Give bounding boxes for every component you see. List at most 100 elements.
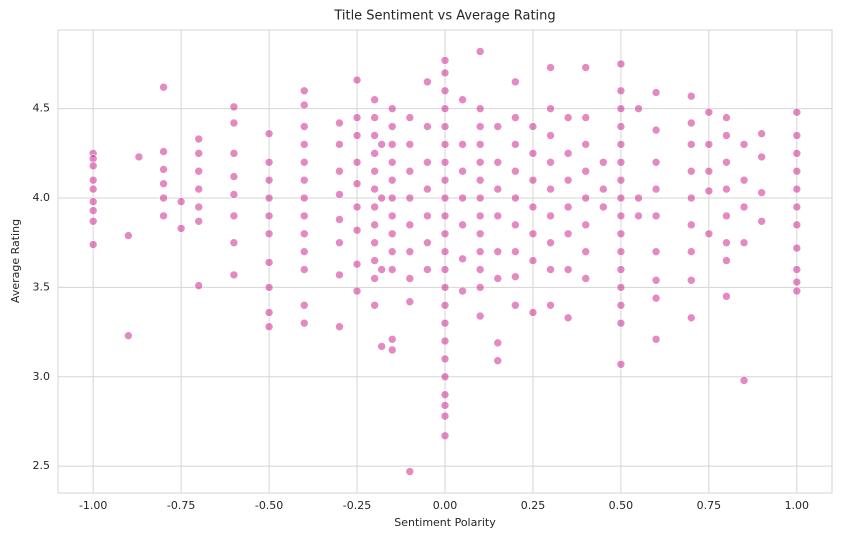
point — [563, 229, 573, 239]
point — [493, 184, 503, 194]
point — [792, 277, 802, 287]
point — [792, 166, 802, 176]
point — [440, 157, 450, 167]
point — [440, 229, 450, 239]
point — [475, 311, 485, 321]
point — [423, 211, 432, 221]
point — [352, 179, 362, 189]
point — [264, 283, 274, 292]
point — [440, 336, 450, 346]
point — [616, 104, 626, 113]
point — [440, 104, 450, 113]
point — [599, 157, 608, 167]
point — [686, 166, 696, 176]
point — [405, 274, 415, 283]
point — [352, 259, 362, 269]
point — [229, 118, 239, 128]
point — [229, 211, 239, 221]
point — [440, 265, 450, 274]
point — [88, 240, 98, 249]
point — [377, 342, 386, 351]
x-tick-label: -0.75 — [167, 499, 195, 512]
point — [440, 401, 450, 410]
point — [493, 211, 503, 221]
point — [651, 293, 661, 303]
point — [335, 118, 344, 128]
point — [581, 113, 591, 122]
point — [405, 297, 415, 307]
point — [511, 166, 520, 176]
point — [264, 322, 274, 332]
point — [387, 345, 397, 355]
x-tick-label: 0.00 — [433, 499, 458, 512]
point — [546, 104, 555, 113]
point — [423, 238, 432, 248]
point — [440, 283, 450, 292]
point — [616, 140, 626, 149]
point — [124, 231, 133, 240]
point — [563, 313, 573, 323]
point — [229, 270, 239, 280]
point — [651, 247, 661, 256]
point — [739, 140, 749, 149]
point — [299, 100, 309, 110]
point — [299, 140, 309, 149]
point — [88, 197, 98, 206]
point — [387, 175, 397, 185]
point — [440, 372, 450, 382]
point — [458, 193, 467, 203]
point — [264, 308, 274, 317]
point — [616, 175, 626, 185]
point — [176, 197, 186, 206]
point — [159, 147, 168, 156]
x-tick-label: -1.00 — [79, 499, 107, 512]
point — [159, 193, 168, 203]
point — [722, 292, 731, 301]
point — [563, 149, 573, 158]
point — [686, 313, 696, 323]
point — [493, 122, 503, 131]
point — [440, 247, 450, 256]
point — [599, 202, 608, 212]
point — [651, 157, 661, 167]
point — [563, 265, 573, 274]
y-tick-label: 4.0 — [33, 191, 51, 204]
point — [722, 211, 731, 221]
y-axis-label: Average Rating — [9, 219, 22, 303]
point — [546, 265, 555, 274]
point — [739, 238, 749, 248]
point — [370, 274, 379, 283]
x-tick-label: 0.50 — [609, 499, 634, 512]
y-tick-label: 3.5 — [33, 280, 51, 293]
point — [370, 220, 379, 230]
point — [704, 229, 714, 239]
point — [546, 131, 555, 140]
point — [792, 202, 802, 212]
point — [475, 122, 485, 131]
point — [739, 202, 749, 212]
point — [370, 113, 379, 122]
point — [475, 229, 485, 239]
point — [458, 140, 467, 149]
point — [405, 220, 415, 230]
point — [493, 356, 503, 366]
point — [387, 334, 397, 344]
point — [704, 140, 714, 149]
point — [563, 113, 573, 122]
point — [159, 82, 168, 92]
point — [370, 166, 379, 176]
point — [634, 211, 643, 221]
point — [335, 140, 344, 149]
point — [546, 157, 555, 167]
point — [581, 140, 591, 149]
x-tick-label: 1.00 — [785, 499, 810, 512]
point — [686, 275, 696, 285]
point — [264, 175, 274, 185]
point — [616, 229, 626, 239]
point — [686, 193, 696, 203]
point — [722, 113, 731, 122]
point — [511, 113, 520, 122]
point — [124, 331, 133, 340]
point — [511, 300, 520, 310]
point — [546, 238, 555, 248]
